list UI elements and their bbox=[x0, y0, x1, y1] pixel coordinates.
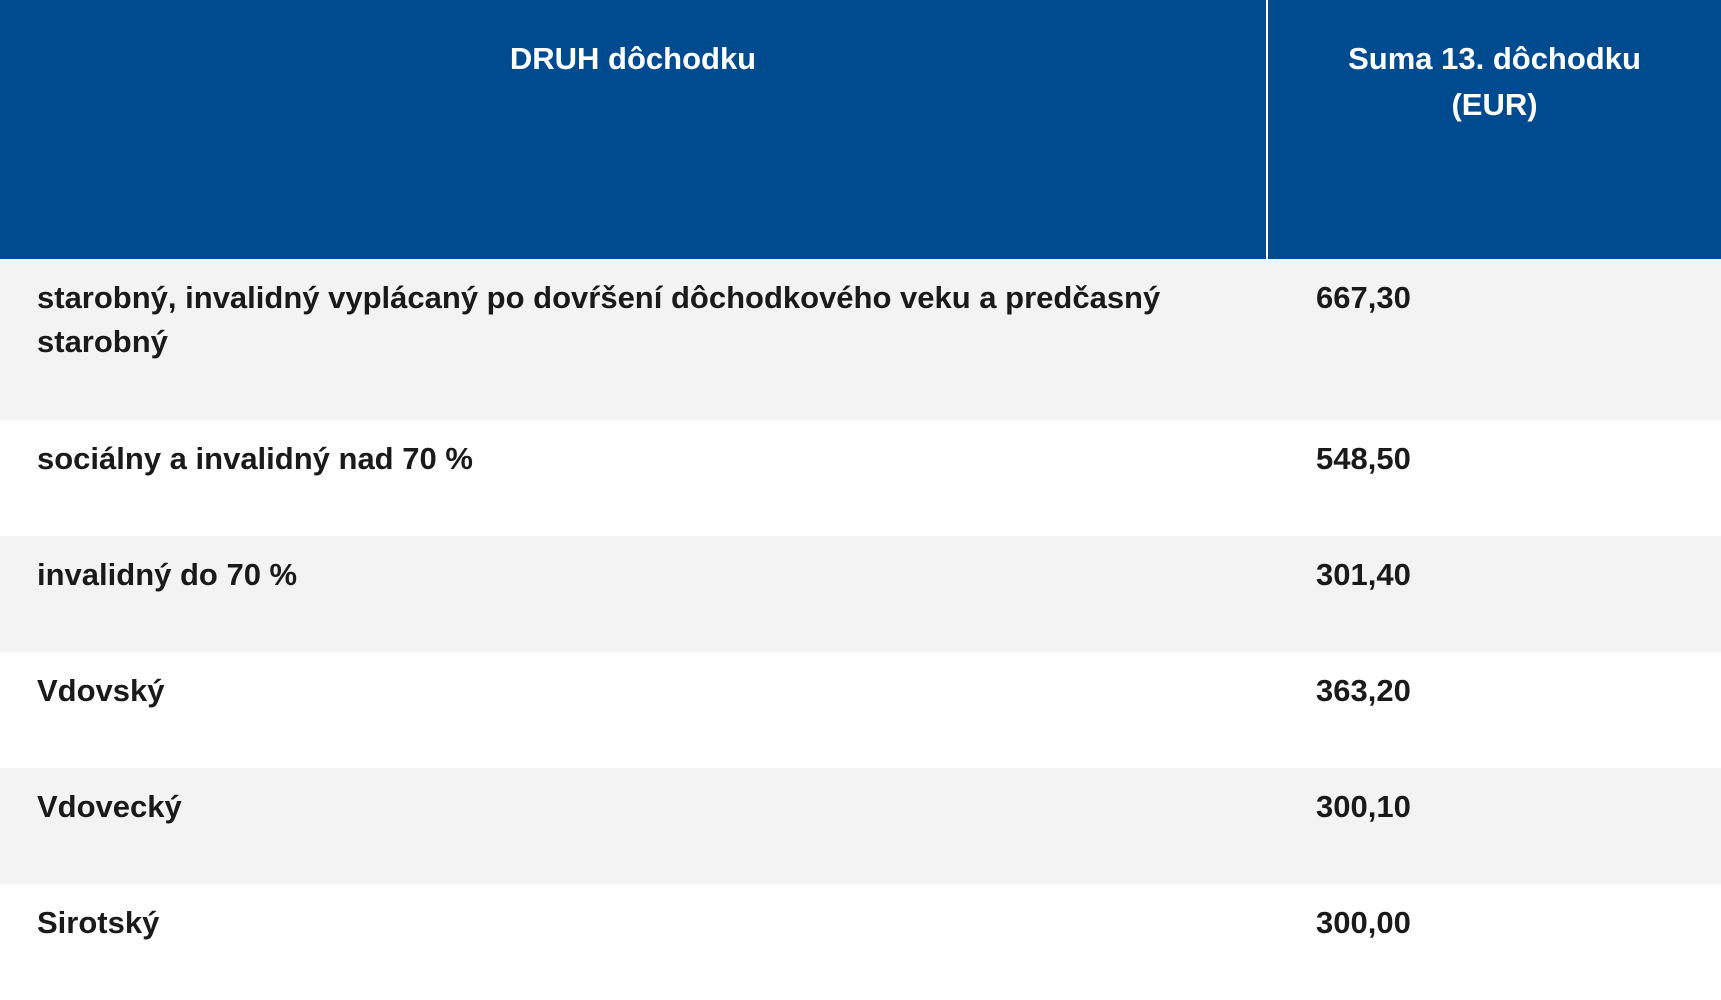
table-row: starobný, invalidný vyplácaný po dovŕšen… bbox=[0, 259, 1721, 420]
row-amount: 548,50 bbox=[1316, 441, 1411, 476]
header-amount-label: Suma 13. dôchodku bbox=[1348, 41, 1641, 76]
row-pension-type: starobný, invalidný vyplácaný po dovŕšen… bbox=[37, 280, 1161, 359]
header-amount: Suma 13. dôchodku (EUR) bbox=[1268, 0, 1721, 259]
row-pension-type: Vdovský bbox=[37, 673, 165, 708]
table-row: Vdovecký 300,10 bbox=[0, 768, 1721, 884]
row-pension-type: Vdovecký bbox=[37, 789, 182, 824]
header-amount-unit: (EUR) bbox=[1451, 87, 1538, 122]
row-amount: 300,00 bbox=[1316, 905, 1411, 940]
row-pension-type: invalidný do 70 % bbox=[37, 557, 298, 592]
table-row: Vdovský 363,20 bbox=[0, 652, 1721, 768]
row-amount: 301,40 bbox=[1316, 557, 1411, 592]
row-pension-type: Sirotský bbox=[37, 905, 160, 940]
table-row: sociálny a invalidný nad 70 % 548,50 bbox=[0, 420, 1721, 536]
row-amount: 300,10 bbox=[1316, 789, 1411, 824]
header-pension-type: DRUH dôchodku bbox=[0, 0, 1266, 259]
row-pension-type: sociálny a invalidný nad 70 % bbox=[37, 441, 473, 476]
row-amount: 667,30 bbox=[1316, 280, 1411, 315]
table-row: Sirotský 300,00 bbox=[0, 884, 1721, 1000]
row-amount: 363,20 bbox=[1316, 673, 1411, 708]
table-header: DRUH dôchodku Suma 13. dôchodku (EUR) bbox=[0, 0, 1721, 259]
header-pension-type-label: DRUH dôchodku bbox=[509, 41, 757, 76]
header-divider bbox=[1266, 0, 1268, 259]
table-row: invalidný do 70 % 301,40 bbox=[0, 536, 1721, 652]
